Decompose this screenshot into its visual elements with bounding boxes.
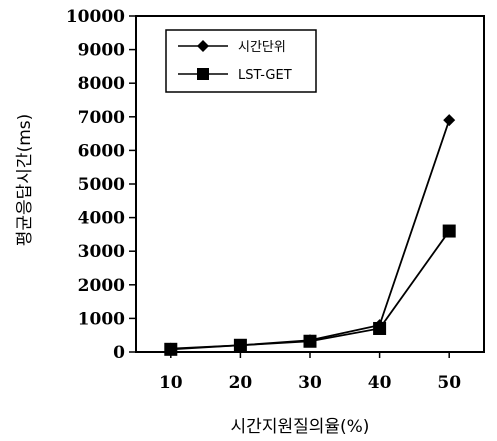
legend: 시간단위 LST-GET <box>165 29 317 93</box>
data-point-square <box>373 321 387 335</box>
y-tick-label: 6000 <box>78 141 125 161</box>
series-layer <box>164 114 456 356</box>
y-tick-label: 0 <box>113 343 125 363</box>
y-axis-ticks: 0 1000 2000 3000 4000 5000 6000 7000 8000 9000 100… <box>66 7 136 363</box>
legend-marker-square <box>197 68 209 80</box>
y-axis-title: 평균응답시간(ms) <box>15 114 35 247</box>
y-tick-label: 8000 <box>78 74 125 94</box>
data-point-square <box>303 334 317 348</box>
legend-marker-diamond <box>197 40 209 52</box>
x-tick-label: 30 <box>298 373 322 393</box>
y-tick-label: 1000 <box>78 309 125 329</box>
data-point-square <box>233 338 247 352</box>
y-tick-label: 2000 <box>78 276 125 296</box>
y-tick-label: 9000 <box>78 41 125 61</box>
data-point-square <box>442 224 456 238</box>
y-tick-label: 5000 <box>78 175 125 195</box>
data-point-square <box>164 342 178 356</box>
legend-box <box>165 29 317 93</box>
x-tick-label: 50 <box>437 373 461 393</box>
x-tick-label: 10 <box>159 373 183 393</box>
y-tick-label: 7000 <box>78 108 125 128</box>
y-tick-label: 3000 <box>78 242 125 262</box>
x-tick-label: 40 <box>368 373 392 393</box>
x-axis-title: 시간지원질의율(%) <box>231 417 370 437</box>
legend-label-series-2: LST-GET <box>238 68 292 83</box>
legend-label-series-1: 시간단위 <box>238 40 286 55</box>
series-line-2 <box>170 230 450 351</box>
y-tick-label: 10000 <box>66 7 125 27</box>
series-line-1 <box>170 119 451 350</box>
x-axis-ticks: 10 20 30 40 50 <box>159 352 461 393</box>
data-point-diamond <box>443 114 456 127</box>
x-tick-label: 20 <box>229 373 253 393</box>
y-tick-label: 4000 <box>78 209 125 229</box>
